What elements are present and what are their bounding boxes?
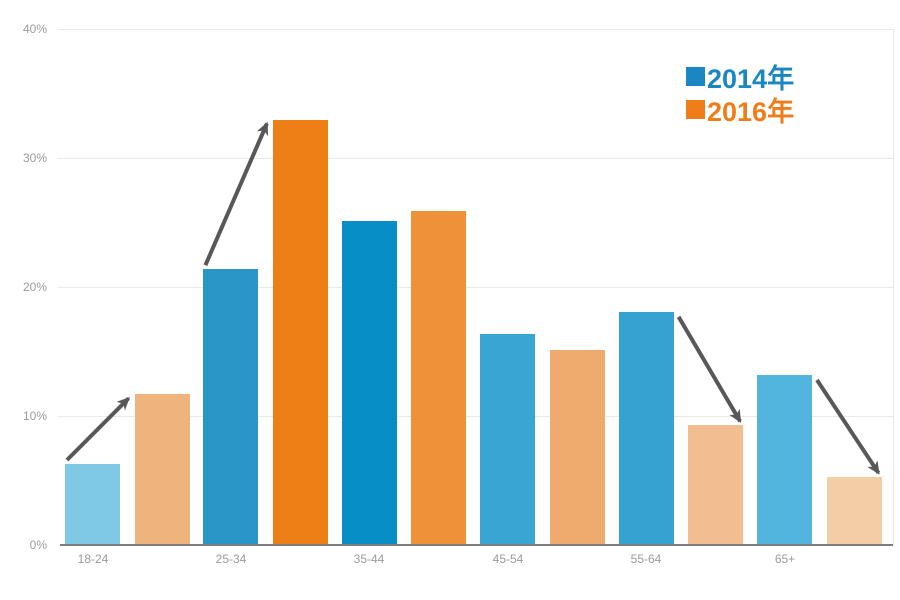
legend-item-2016: 2016年 [686,93,795,127]
bar-2014年-35-44 [342,221,397,544]
x-axis-label-25-34: 25-34 [215,552,247,566]
bar-2016年-18-24 [135,394,190,544]
bar-2016年-45-54 [550,350,605,544]
legend: 2014年 2016年 [686,60,795,127]
legend-swatch-2016 [686,100,705,119]
x-axis-label-35-44: 35-44 [353,552,385,566]
legend-swatch-2014 [686,67,705,86]
plot-right-border [893,29,894,545]
bar-2016年-25-34 [273,120,328,544]
gridline-40% [57,28,893,30]
y-axis-tick-label: 20% [22,280,47,294]
y-axis-tick-label: 40% [22,22,47,36]
legend-label-2014: 2014年 [707,64,795,94]
y-axis-tick-label: 0% [29,538,47,552]
x-axis-label-18-24: 18-24 [77,552,109,566]
legend-label-2016: 2016年 [707,97,795,127]
y-axis-tick-label: 30% [22,151,47,165]
x-axis-label-45-54: 45-54 [492,552,524,566]
x-axis-label-65+: 65+ [774,552,796,566]
gridline-10% [57,415,893,417]
bar-2014年-65+ [757,375,812,544]
bar-2014年-45-54 [480,334,535,544]
bar-2014年-18-24 [65,464,120,544]
legend-item-2014: 2014年 [686,60,795,94]
gridline-30% [57,157,893,159]
x-axis-line [60,544,893,546]
bar-2016年-55-64 [688,425,743,544]
bar-2016年-35-44 [411,211,466,544]
bar-2014年-55-64 [619,312,674,544]
gridline-20% [57,286,893,288]
y-axis-tick-label: 10% [22,409,47,423]
x-axis-label-55-64: 55-64 [630,552,662,566]
bar-2016年-65+ [827,477,882,544]
bar-2014年-25-34 [203,269,258,544]
